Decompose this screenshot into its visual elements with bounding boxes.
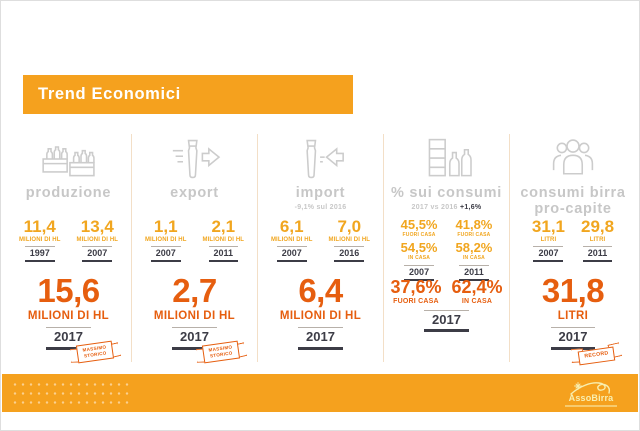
history-value: 31,1 — [531, 217, 565, 236]
column-title: produzione — [25, 185, 112, 201]
column-percent-consumi: % sui consumi 2017 vs 2016 +1,6% 45,5% F… — [384, 134, 510, 363]
history-unit: MILIONI DI HL — [18, 237, 61, 243]
column-title: consumi birra pro-capite — [520, 185, 626, 217]
current-value-block: 31,8 LITRI 2017 RECORD — [532, 268, 616, 365]
history-value: 6,1 — [279, 217, 304, 236]
page-title-banner: Trend Economici — [23, 75, 353, 114]
logo-wordmark: AssoBirra — [568, 392, 614, 403]
current-unit: LITRI — [557, 310, 589, 323]
column-pro-capite: consumi birra pro-capite 31,1 LITRI 2007… — [510, 134, 636, 365]
history-unit: MILIONI DI HL — [328, 237, 371, 243]
history-unit: MILIONI DI HL — [202, 237, 245, 243]
history-value-block: 1,1 MILIONI DI HL 2007 — [144, 217, 187, 263]
history-year: 2007 — [82, 246, 113, 263]
share-in-casa: 54,5% — [400, 240, 438, 255]
history-unit: MILIONI DI HL — [270, 237, 313, 243]
history-unit: MILIONI DI HL — [76, 237, 119, 243]
current-unit: MILIONI DI HL — [279, 310, 362, 323]
record-ribbon: RECORD — [577, 340, 616, 365]
history-value-block: 2,1 MILIONI DI HL 2011 — [202, 217, 245, 263]
beer-glass-arrow-right-icon — [164, 134, 226, 184]
logo-tagline-rule — [565, 404, 617, 407]
metrics-columns: produzione 11,4 MILIONI DI HL 1997 13,4 … — [6, 134, 636, 365]
history-year: 2007 — [404, 265, 435, 282]
history-value-block: 7,0 MILIONI DI HL 2016 — [328, 217, 371, 263]
history-year: 2007 — [533, 246, 564, 263]
history-value-block: 11,4 MILIONI DI HL 1997 — [18, 217, 61, 263]
share-fuori-casa: 45,5% — [400, 217, 438, 232]
history-value: 1,1 — [153, 217, 178, 236]
current-unit: MILIONI DI HL — [27, 310, 110, 323]
history-unit: LITRI — [589, 237, 606, 243]
current-year: 2017 — [298, 327, 343, 350]
dots-pattern — [11, 380, 129, 406]
history-year: 2011 — [459, 265, 489, 282]
history-value: 11,4 — [23, 217, 56, 236]
column-import: import -9,1% sul 2016 6,1 MILIONI DI HL … — [258, 134, 384, 363]
beer-crates-icon — [38, 134, 100, 184]
column-subtitle: -9,1% sul 2016 — [294, 203, 347, 211]
history-year: 2007 — [150, 246, 181, 263]
shelf-bottles-icon — [416, 134, 478, 184]
current-year: 2017 — [46, 327, 91, 350]
history-year: 2016 — [334, 246, 365, 263]
history-value: 13,4 — [80, 217, 114, 236]
footer-bar: AssoBirra — [2, 374, 638, 412]
current-year: 2017 — [172, 327, 217, 350]
current-value-block: 2,7 MILIONI DI HL 2017 MASSIMO STORICO — [151, 268, 239, 364]
history-year: 2011 — [582, 246, 613, 263]
current-share-in-casa: 62,4% IN CASA — [451, 277, 503, 305]
history-value-block: 31,1 LITRI 2007 — [531, 217, 565, 263]
beer-glass-arrow-left-icon — [290, 134, 352, 184]
page-title: Trend Economici — [38, 85, 181, 103]
current-share-fuori-casa: 37,6% FUORI CASA — [390, 277, 442, 305]
history-year: 2007 — [276, 246, 307, 263]
history-year: 1997 — [24, 246, 55, 263]
current-value: 15,6 — [37, 272, 100, 309]
assobirra-logo: AssoBirra — [552, 375, 630, 411]
history-share-block: 41,8% FUORI CASA 58,2% IN CASA 2011 — [455, 217, 493, 282]
column-subtitle: 2017 vs 2016 +1,6% — [411, 203, 482, 211]
history-value: 7,0 — [337, 217, 362, 236]
history-value: 2,1 — [211, 217, 236, 236]
current-year: 2017 — [424, 310, 469, 333]
history-share-block: 45,5% FUORI CASA 54,5% IN CASA 2007 — [400, 217, 438, 282]
current-value-block: 6,4 MILIONI DI HL 2017 — [280, 268, 361, 362]
current-value: 6,4 — [298, 272, 343, 309]
current-value: 2,7 — [172, 272, 217, 309]
share-in-casa: 58,2% — [455, 240, 493, 255]
history-unit: LITRI — [540, 237, 557, 243]
history-value-block: 6,1 MILIONI DI HL 2007 — [270, 217, 313, 263]
history-value: 29,8 — [581, 217, 615, 236]
column-title: import — [295, 185, 346, 201]
current-unit: MILIONI DI HL — [153, 310, 236, 323]
column-export: export 1,1 MILIONI DI HL 2007 2,1 MILION… — [132, 134, 258, 364]
logo-swoosh-icon — [570, 381, 611, 395]
current-year: 2017 — [550, 327, 596, 350]
history-value-block: 13,4 MILIONI DI HL 2007 — [76, 217, 119, 263]
share-fuori-casa: 41,8% — [455, 217, 493, 232]
people-icon — [542, 134, 604, 184]
column-produzione: produzione 11,4 MILIONI DI HL 1997 13,4 … — [6, 134, 132, 364]
history-unit: MILIONI DI HL — [144, 237, 187, 243]
history-value-block: 29,8 LITRI 2011 — [581, 217, 615, 263]
column-title: % sui consumi — [391, 185, 502, 201]
current-value-block: 15,6 MILIONI DI HL 2017 MASSIMO STORICO — [25, 268, 113, 364]
current-value: 31,8 — [541, 272, 605, 309]
current-value-block: 37,6% FUORI CASA 62,4% IN CASA 2017 — [390, 268, 503, 362]
column-title: export — [170, 185, 219, 201]
history-year: 2011 — [208, 246, 239, 263]
